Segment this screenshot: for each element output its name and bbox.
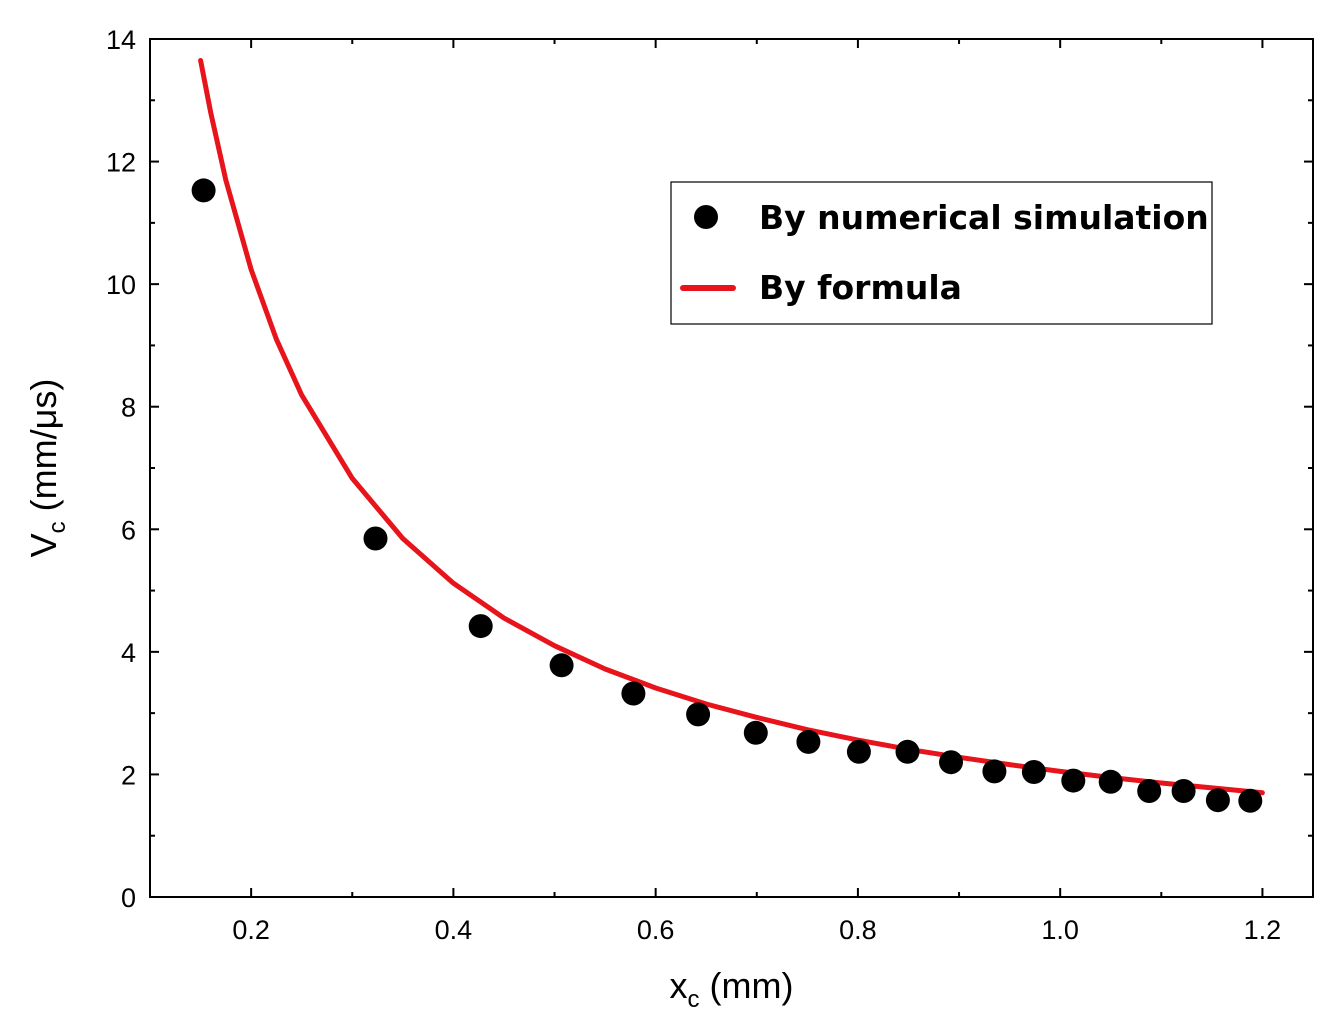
data-point-simulation bbox=[468, 614, 493, 639]
data-point-simulation bbox=[1021, 760, 1046, 784]
data-point-simulation bbox=[686, 702, 711, 727]
legend-box bbox=[670, 181, 1213, 325]
data-point-simulation bbox=[743, 720, 768, 745]
y-tick-label: 0 bbox=[121, 883, 136, 913]
y-axis-label-sub: c bbox=[44, 521, 71, 533]
data-point-simulation bbox=[191, 178, 216, 203]
data-point-simulation bbox=[1061, 768, 1086, 793]
x-tick-label: 0.4 bbox=[435, 915, 473, 945]
plot-layer bbox=[191, 58, 1265, 813]
ticks-layer: 0.2 0.4 0.6 0.8 1.0 1.2 0 2 4 6 8 10 12 14 bbox=[106, 25, 1313, 945]
legend-label-formula: By formula bbox=[759, 268, 962, 307]
data-point-simulation bbox=[846, 739, 871, 764]
legend-label-simulation: By numerical simulation bbox=[759, 198, 1209, 237]
y-tick-label: 2 bbox=[121, 760, 136, 790]
y-axis-label: Vc (mm/μs) bbox=[23, 379, 71, 558]
x-tick-label: 0.6 bbox=[637, 915, 675, 945]
x-axis-label-sub: c bbox=[688, 986, 700, 1013]
x-tick-label: 0.2 bbox=[232, 915, 270, 945]
y-tick-label: 12 bbox=[106, 148, 136, 178]
x-axis-label-unit: (mm) bbox=[700, 965, 794, 1006]
y-axis-label-main: V bbox=[23, 533, 64, 557]
data-point-simulation bbox=[796, 729, 821, 754]
data-point-simulation bbox=[982, 759, 1007, 784]
data-point-simulation bbox=[363, 526, 388, 551]
series-line-formula bbox=[198, 58, 1265, 796]
x-tick-label: 1.2 bbox=[1244, 915, 1282, 945]
labels-layer: xc (mm) Vc (mm/μs) bbox=[23, 379, 793, 1013]
axes-layer: 0.2 0.4 0.6 0.8 1.0 1.2 0 2 4 6 8 10 12 14 bbox=[106, 25, 1314, 945]
data-point-simulation bbox=[549, 653, 574, 678]
y-axis-label-unit: (mm/μs) bbox=[23, 379, 64, 522]
legend-marker-simulation bbox=[694, 205, 718, 229]
x-tick-label: 1.0 bbox=[1041, 915, 1079, 945]
y-tick-label: 10 bbox=[106, 270, 136, 300]
data-point-simulation bbox=[621, 681, 646, 706]
data-point-simulation bbox=[1171, 779, 1196, 803]
legend: By numerical simulation By formula bbox=[670, 181, 1213, 325]
x-axis-label-main: x bbox=[670, 965, 688, 1006]
y-tick-label: 14 bbox=[106, 25, 136, 55]
data-point-simulation bbox=[1238, 788, 1263, 813]
x-axis-label: xc (mm) bbox=[670, 965, 794, 1013]
y-tick-label: 8 bbox=[121, 393, 136, 423]
y-tick-label: 4 bbox=[121, 638, 136, 668]
y-tick-label: 6 bbox=[121, 515, 136, 545]
data-point-simulation bbox=[1205, 788, 1230, 813]
data-point-simulation bbox=[939, 750, 963, 775]
data-point-simulation bbox=[1098, 769, 1123, 794]
x-tick-label: 0.8 bbox=[839, 915, 877, 945]
data-point-simulation bbox=[1137, 779, 1162, 803]
data-point-simulation bbox=[895, 739, 920, 764]
